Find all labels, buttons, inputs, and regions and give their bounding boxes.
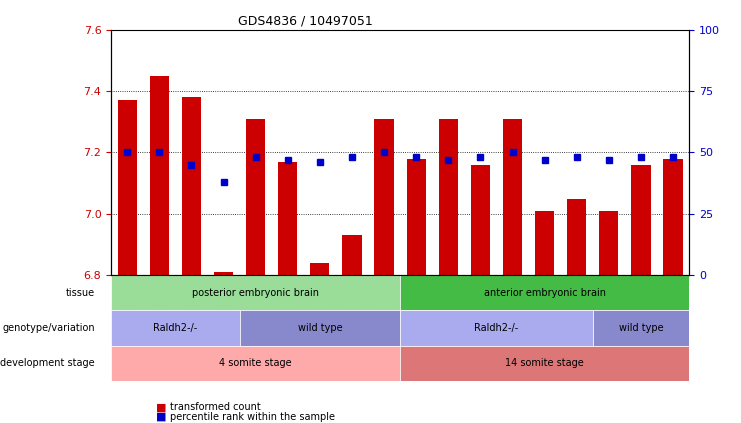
Text: Raldh2-/-: Raldh2-/-: [153, 323, 198, 333]
Text: ■: ■: [156, 402, 166, 412]
FancyBboxPatch shape: [111, 275, 400, 310]
Text: wild type: wild type: [619, 323, 663, 333]
Text: transformed count: transformed count: [170, 402, 261, 412]
Bar: [407, 159, 426, 275]
Bar: [150, 76, 169, 275]
Bar: [503, 119, 522, 275]
Text: 14 somite stage: 14 somite stage: [505, 358, 584, 368]
Text: tissue: tissue: [66, 288, 95, 298]
Bar: [214, 272, 233, 275]
FancyBboxPatch shape: [593, 310, 689, 346]
Bar: [663, 159, 682, 275]
Text: genotype/variation: genotype/variation: [2, 323, 95, 333]
Bar: [118, 100, 137, 275]
Text: development stage: development stage: [1, 358, 95, 368]
Bar: [471, 165, 490, 275]
Text: ■: ■: [156, 412, 166, 422]
Bar: [374, 119, 393, 275]
FancyBboxPatch shape: [111, 346, 400, 381]
FancyBboxPatch shape: [239, 310, 400, 346]
Text: 4 somite stage: 4 somite stage: [219, 358, 292, 368]
Bar: [567, 198, 586, 275]
Text: percentile rank within the sample: percentile rank within the sample: [170, 412, 336, 422]
Bar: [599, 211, 619, 275]
Bar: [439, 119, 458, 275]
Text: anterior embryonic brain: anterior embryonic brain: [484, 288, 605, 298]
Text: wild type: wild type: [298, 323, 342, 333]
Bar: [246, 119, 265, 275]
Bar: [310, 263, 330, 275]
Bar: [535, 211, 554, 275]
Bar: [182, 97, 201, 275]
Text: GDS4836 / 10497051: GDS4836 / 10497051: [239, 14, 373, 27]
Bar: [631, 165, 651, 275]
Bar: [278, 162, 297, 275]
Text: Raldh2-/-: Raldh2-/-: [474, 323, 519, 333]
Bar: [342, 236, 362, 275]
FancyBboxPatch shape: [400, 346, 689, 381]
FancyBboxPatch shape: [400, 310, 593, 346]
FancyBboxPatch shape: [400, 275, 689, 310]
Text: posterior embryonic brain: posterior embryonic brain: [192, 288, 319, 298]
FancyBboxPatch shape: [111, 310, 239, 346]
